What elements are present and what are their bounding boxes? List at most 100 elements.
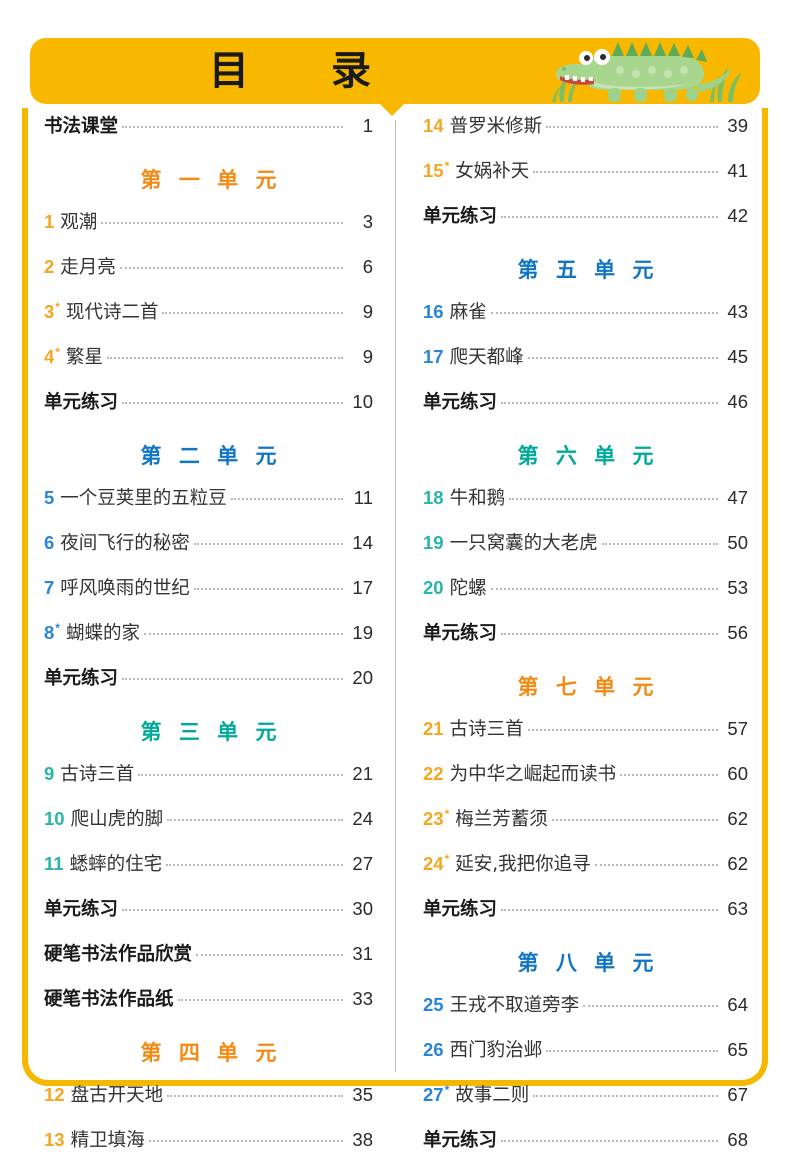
entry-number: 21 [423, 718, 444, 739]
toc-entry[interactable]: 22 为中华之崛起而读书 60 [423, 760, 748, 786]
entry-number: 6 [44, 532, 55, 553]
entry-star-icon: * [444, 1082, 450, 1097]
entry-page-number: 31 [352, 943, 373, 964]
toc-entry[interactable]: 单元练习 68 [423, 1126, 748, 1152]
dot-leader [527, 729, 718, 731]
toc-columns: 书法课堂 1 第 一 单 元 1 观潮 3 2 走月亮 6 3 * 现代诗二首 9 4 * 繁星 9 单元练习 10… [22, 112, 768, 1151]
entry-title: 梅兰芳蓄须 [455, 809, 548, 830]
entry-page-number: 21 [352, 763, 373, 784]
entry-title: 女娲补天 [455, 161, 530, 182]
toc-entry[interactable]: 1 观潮 3 [44, 208, 373, 234]
entry-number: 1 [44, 211, 55, 232]
unit-heading: 第 五 单 元 [517, 258, 659, 282]
dot-leader [138, 774, 343, 776]
toc-entry[interactable]: 26 西门豹治邺 65 [423, 1036, 748, 1062]
dot-leader [101, 222, 343, 224]
dot-leader [527, 357, 718, 359]
dot-leader [490, 312, 718, 314]
toc-entry[interactable]: 2 走月亮 6 [44, 253, 373, 279]
entry-page-number: 20 [352, 667, 373, 688]
toc-entry[interactable]: 10 爬山虎的脚 24 [44, 805, 373, 831]
entry-star-icon: * [444, 158, 450, 173]
entry-title: 故事二则 [455, 1085, 530, 1106]
entry-title: 爬天都峰 [449, 347, 524, 368]
entry-title: 延安,我把你追寻 [455, 854, 591, 875]
toc-entry[interactable]: 18 牛和鹅 47 [423, 484, 748, 510]
toc-entry[interactable]: 单元练习 42 [423, 202, 748, 228]
dot-leader [193, 543, 343, 545]
toc-entry[interactable]: 4 * 繁星 9 [44, 343, 373, 369]
toc-entry[interactable]: 书法课堂 1 [44, 112, 373, 138]
dot-leader [501, 402, 718, 404]
column-divider [395, 120, 396, 1072]
entry-title: 夜间飞行的秘密 [60, 533, 190, 554]
entry-page-number: 17 [352, 577, 373, 598]
entry-page-number: 57 [727, 718, 748, 739]
entry-page-number: 9 [362, 301, 373, 322]
dot-leader [122, 909, 343, 911]
entry-title: 一个豆荚里的五粒豆 [60, 488, 227, 509]
toc-entry[interactable]: 16 麻雀 43 [423, 298, 748, 324]
entry-page-number: 46 [727, 391, 748, 412]
toc-entry[interactable]: 单元练习 10 [44, 388, 373, 414]
dot-leader [533, 171, 718, 173]
entry-page-number: 53 [727, 577, 748, 598]
dot-leader [193, 588, 343, 590]
dot-leader [167, 819, 343, 821]
toc-entry[interactable]: 21 古诗三首 57 [423, 715, 748, 741]
toc-entry[interactable]: 25 王戎不取道旁李 64 [423, 991, 748, 1017]
entry-number: 17 [423, 346, 444, 367]
toc-entry[interactable]: 单元练习 30 [44, 895, 373, 921]
header-banner: 目 录 [30, 38, 760, 104]
dot-leader [583, 1005, 718, 1007]
unit-heading: 第 六 单 元 [517, 444, 659, 468]
toc-entry[interactable]: 硬笔书法作品欣赏 31 [44, 940, 373, 966]
toc-entry[interactable]: 15 * 女娲补天 41 [423, 157, 748, 183]
toc-entry[interactable]: 14 普罗米修斯 39 [423, 112, 748, 138]
toc-entry[interactable]: 单元练习 63 [423, 895, 748, 921]
toc-entry[interactable]: 8 * 蝴蝶的家 19 [44, 619, 373, 645]
entry-page-number: 47 [727, 487, 748, 508]
entry-star-icon: * [444, 851, 450, 866]
toc-entry[interactable]: 27 * 故事二则 67 [423, 1081, 748, 1107]
dot-leader [501, 909, 718, 911]
toc-entry[interactable]: 19 一只窝囊的大老虎 50 [423, 529, 748, 555]
toc-entry[interactable]: 11 蟋蟀的住宅 27 [44, 850, 373, 876]
toc-entry[interactable]: 单元练习 56 [423, 619, 748, 645]
unit-heading: 第 四 单 元 [140, 1041, 282, 1065]
toc-entry[interactable]: 单元练习 20 [44, 664, 373, 690]
toc-entry[interactable]: 17 爬天都峰 45 [423, 343, 748, 369]
dot-leader [501, 633, 718, 635]
toc-entry[interactable]: 6 夜间飞行的秘密 14 [44, 529, 373, 555]
dot-leader [509, 498, 718, 500]
entry-page-number: 65 [727, 1039, 748, 1060]
entry-title: 一只窝囊的大老虎 [449, 533, 598, 554]
toc-entry[interactable]: 12 盘古开天地 35 [44, 1081, 373, 1107]
toc-entry[interactable]: 13 精卫填海 38 [44, 1126, 373, 1152]
toc-entry[interactable]: 9 古诗三首 21 [44, 760, 373, 786]
toc-entry[interactable]: 单元练习 46 [423, 388, 748, 414]
entry-star-icon: * [55, 620, 60, 635]
entry-page-number: 24 [352, 808, 373, 829]
entry-number: 13 [44, 1129, 65, 1150]
entry-title: 古诗三首 [449, 719, 524, 740]
unit-heading: 第 八 单 元 [517, 951, 659, 975]
dot-leader [620, 774, 718, 776]
toc-entry[interactable]: 7 呼风唤雨的世纪 17 [44, 574, 373, 600]
entry-page-number: 35 [352, 1084, 373, 1105]
toc-entry[interactable]: 3 * 现代诗二首 9 [44, 298, 373, 324]
toc-entry[interactable]: 20 陀螺 53 [423, 574, 748, 600]
toc-entry[interactable]: 硬笔书法作品纸 33 [44, 985, 373, 1011]
toc-entry[interactable]: 23 * 梅兰芳蓄须 62 [423, 805, 748, 831]
dot-leader [501, 1140, 718, 1142]
entry-title: 单元练习 [423, 1130, 498, 1151]
toc-entry[interactable]: 24 * 延安,我把你追寻 62 [423, 850, 748, 876]
entry-page-number: 6 [362, 256, 373, 277]
entry-title: 硬笔书法作品欣赏 [44, 944, 193, 965]
entry-title: 盘古开天地 [70, 1085, 164, 1106]
entry-title: 爬山虎的脚 [70, 809, 164, 830]
entry-page-number: 9 [362, 346, 373, 367]
entry-number: 3 [44, 301, 55, 322]
toc-entry[interactable]: 5 一个豆荚里的五粒豆 11 [44, 484, 373, 510]
entry-page-number: 19 [352, 622, 373, 643]
